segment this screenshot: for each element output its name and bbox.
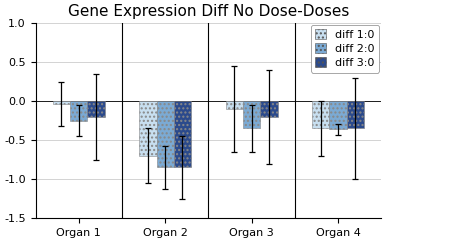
Bar [139, 101, 157, 156]
Bar [347, 101, 364, 129]
Legend: diff 1:0, diff 2:0, diff 3:0: diff 1:0, diff 2:0, diff 3:0 [311, 25, 379, 73]
Bar [312, 101, 329, 129]
Bar [260, 101, 277, 117]
Bar [226, 101, 243, 109]
Bar [157, 101, 174, 167]
Title: Gene Expression Diff No Dose-Doses: Gene Expression Diff No Dose-Doses [68, 4, 349, 19]
Bar [243, 101, 260, 129]
Bar [87, 101, 105, 117]
Bar [329, 101, 347, 129]
Bar [70, 101, 87, 121]
Bar [174, 101, 191, 167]
Bar [53, 101, 70, 104]
